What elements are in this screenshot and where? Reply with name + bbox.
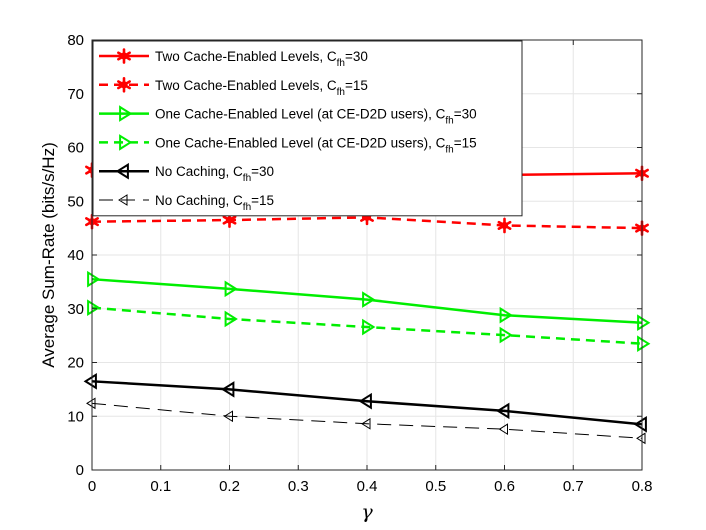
y-tick-label: 10 [67,408,84,425]
data-point [117,48,131,64]
x-tick-label: 0.6 [494,478,515,495]
series-line [91,277,643,324]
y-tick-label: 0 [76,462,84,479]
data-point [633,416,647,433]
data-point [223,410,233,423]
legend-label: One Cache-Enabled Level (at CE-D2D users… [155,135,477,155]
series-5 [83,373,647,433]
data-point [115,162,129,180]
x-tick-label: 0.2 [219,478,240,495]
x-tick-label: 0.5 [425,478,446,495]
data-point [224,310,238,328]
marker-core [120,52,128,60]
y-axis-title: Average Sum-Rate (bits/s/Hz) [39,142,58,367]
marker-core [500,221,509,230]
series-6 [86,397,646,445]
y-tick-label: 60 [67,140,84,157]
data-point [83,373,97,390]
data-point [496,402,510,420]
data-point [499,306,513,324]
legend-label: One Cache-Enabled Level (at CE-D2D users… [155,107,477,127]
x-tick-label: 0.7 [563,478,584,495]
data-point [117,77,131,93]
y-tick-label: 70 [67,86,84,103]
legend-label: Two Cache-Enabled Levels, Cfh=15 [155,78,368,98]
data-point [637,314,651,332]
x-tick-label: 0.4 [357,478,378,495]
tick-labels: 0 0.1 0.2 0.3 0.4 0.5 0.6 0.7 0.8 0 10 20 30 40 50 60 70… [67,32,652,495]
legend-entry: Two Cache-Enabled Levels, Cfh=15 [99,77,368,98]
legend-entry: One Cache-Enabled Level (at CE-D2D users… [99,105,477,127]
legend-entry: No Caching, Cfh=15 [99,193,274,213]
data-point [119,105,133,122]
marker-core [225,216,234,224]
data-point [118,194,128,206]
data-point [358,392,372,410]
y-tick-label: 40 [67,247,84,264]
data-point [636,432,646,445]
legend-label: Two Cache-Enabled Levels, Cfh=30 [155,49,368,69]
legend-entry: No Caching, Cfh=30 [99,162,274,184]
data-point [87,270,101,288]
series-line [91,402,643,439]
data-point [87,299,101,316]
data-point [497,217,512,234]
x-tick-label: 0 [88,478,96,495]
data-point [362,318,376,336]
data-point [498,423,508,436]
legend-label: No Caching, Cfh=30 [155,164,274,184]
x-tick-label: 0.8 [632,478,653,495]
series-3 [87,270,651,332]
y-tick-label: 20 [67,355,84,372]
data-point [362,291,376,308]
series-line [91,306,643,345]
x-tick-label: 0.3 [288,478,309,495]
legend-box [92,40,523,217]
series-line [91,380,643,426]
legend: Two Cache-Enabled Levels, Cfh=30 Two Cach… [92,40,523,217]
data-point [221,381,235,398]
data-point [361,417,371,430]
legend-label: No Caching, Cfh=15 [155,193,274,213]
y-tick-label: 50 [67,193,84,210]
data-point [86,397,96,410]
y-tick-label: 80 [67,32,84,49]
series-4 [87,299,651,352]
data-point [119,134,133,151]
data-point [224,280,238,298]
data-point [637,335,651,352]
legend-entry: One Cache-Enabled Level (at CE-D2D users… [99,134,477,155]
x-tick-label: 0.1 [150,478,171,495]
y-tick-label: 30 [67,301,84,318]
data-point [499,326,513,344]
marker-core [120,81,128,89]
legend-entry: Two Cache-Enabled Levels, Cfh=30 [99,48,368,69]
x-axis-title: γ [361,501,373,523]
